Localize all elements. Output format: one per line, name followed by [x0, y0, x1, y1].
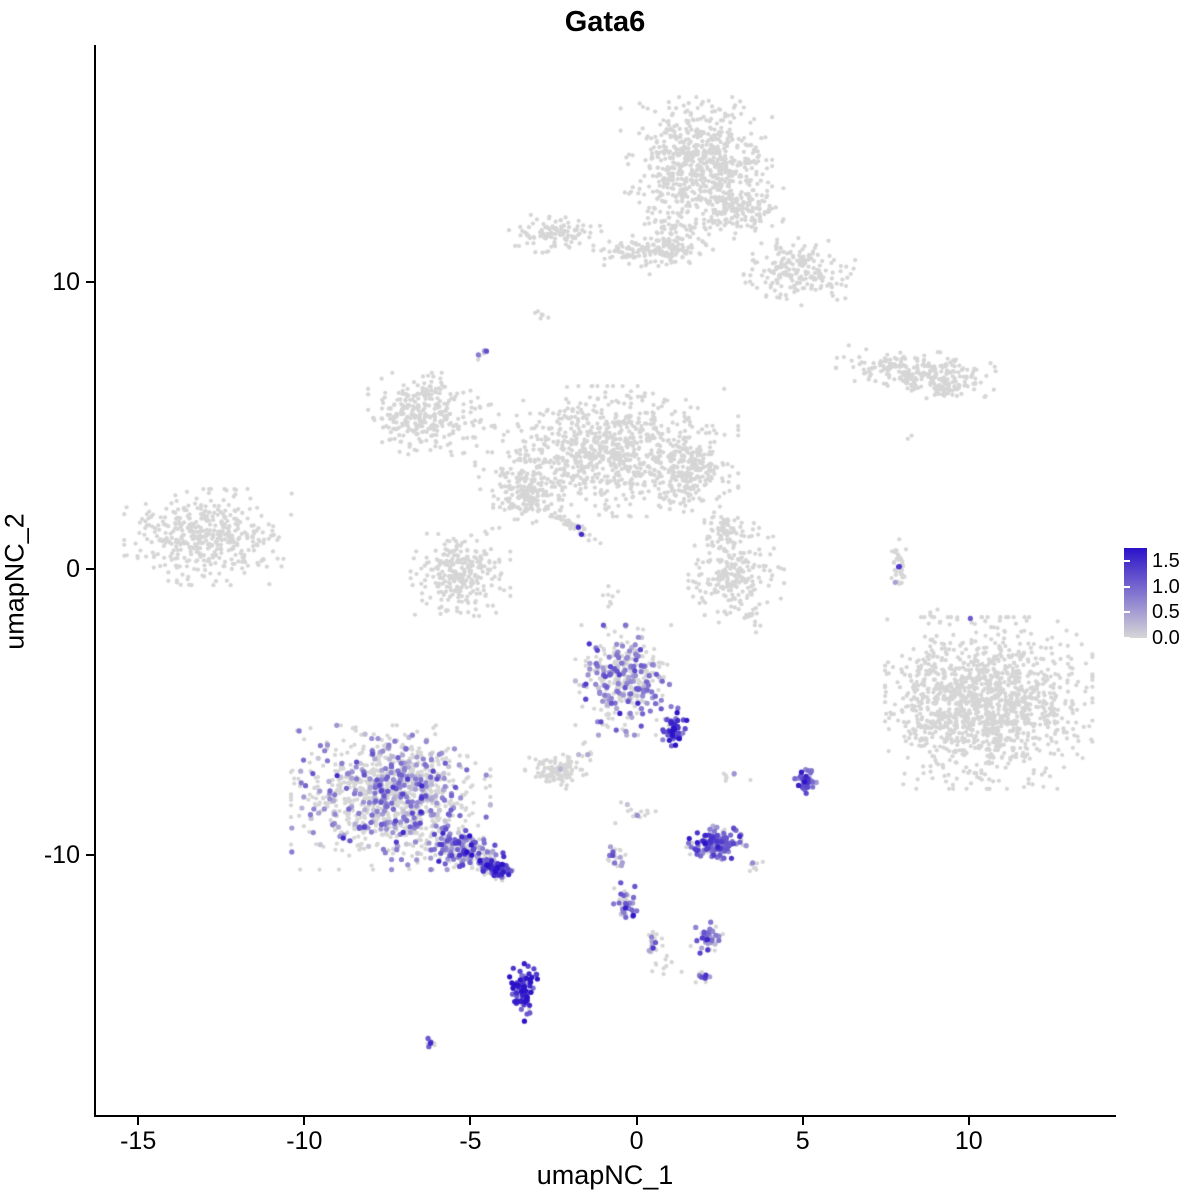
x-axis-title: umapNC_1 — [536, 1160, 674, 1190]
x-tick-mark — [635, 1117, 638, 1125]
y-tick-label: 0 — [66, 554, 80, 583]
y-axis-title: umapNC_2 — [0, 513, 30, 650]
colorbar-notch — [1124, 637, 1130, 639]
y-tick-mark — [86, 567, 94, 570]
colorbar-notch — [1124, 585, 1130, 588]
colorbar-notch — [1124, 559, 1130, 562]
x-tick-mark — [801, 1117, 804, 1125]
x-tick-mark — [967, 1117, 970, 1125]
colorbar-tick-label: 0.0 — [1152, 627, 1180, 649]
colorbar-tick-label: 1.0 — [1152, 575, 1180, 598]
x-tick-label: 5 — [795, 1127, 810, 1155]
y-tick-label: -10 — [43, 840, 80, 869]
x-tick-label: -10 — [286, 1127, 323, 1155]
y-tick-label: 10 — [52, 268, 80, 297]
x-tick-label: 0 — [629, 1127, 644, 1155]
y-tick-mark — [86, 853, 94, 856]
x-tick-mark — [469, 1117, 472, 1125]
x-tick-label: 10 — [954, 1127, 983, 1155]
x-tick-mark — [303, 1117, 306, 1125]
y-tick-mark — [86, 281, 94, 284]
x-tick-label: -5 — [459, 1127, 482, 1155]
x-tick-label: -15 — [120, 1127, 157, 1155]
page-title: Gata6 — [564, 6, 646, 38]
x-tick-mark — [137, 1117, 140, 1125]
x-axis-line — [94, 1115, 1116, 1117]
colorbar-tick-label: 1.5 — [1152, 549, 1180, 572]
colorbar-tick-label: 0.5 — [1152, 601, 1180, 624]
expression-colorbar — [1124, 548, 1147, 638]
y-axis-line — [94, 45, 96, 1117]
colorbar-notch — [1124, 611, 1130, 614]
